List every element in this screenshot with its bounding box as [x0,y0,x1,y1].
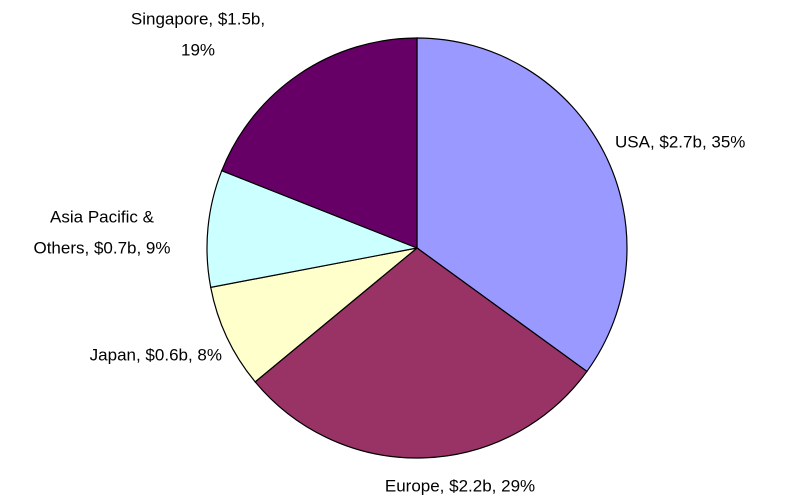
data-label: Japan, $0.6b, 8% [90,345,222,364]
pie-slice [210,247,418,383]
pie-slice [416,37,628,373]
data-label: Others, $0.7b, 9% [33,238,170,257]
data-label: Singapore, $1.5b, [131,9,265,28]
data-label: Asia Pacific & [50,207,155,226]
pie-slice [206,169,420,289]
pie-slice [254,247,588,459]
pie-slice [220,37,418,249]
data-label: USA, $2.7b, 35% [615,132,745,151]
data-label: Europe, $2.2b, 29% [385,476,535,495]
data-label: 19% [181,40,215,59]
